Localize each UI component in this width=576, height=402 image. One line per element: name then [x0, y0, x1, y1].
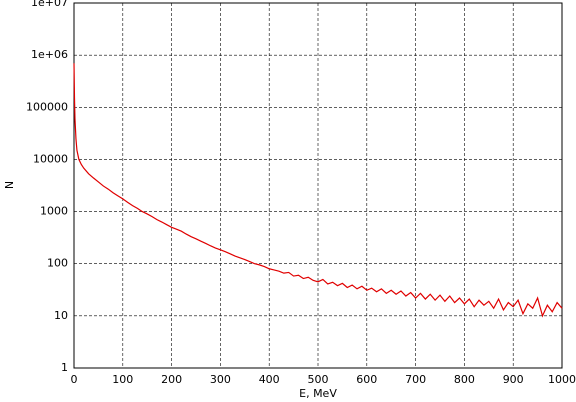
x-axis-label: E, MeV — [299, 387, 337, 400]
x-tick-label: 500 — [308, 373, 329, 386]
x-tick-label: 0 — [71, 373, 78, 386]
x-tick-label: 800 — [454, 373, 475, 386]
y-tick-label: 100 — [47, 257, 68, 270]
y-tick-label: 1e+07 — [31, 0, 68, 9]
x-tick-label: 900 — [503, 373, 524, 386]
y-tick-label: 10 — [54, 309, 68, 322]
y-tick-label: 1000 — [40, 205, 68, 218]
x-tick-label: 400 — [259, 373, 280, 386]
x-tick-label: 100 — [112, 373, 133, 386]
x-tick-label: 300 — [210, 373, 231, 386]
plot-frame — [73, 2, 563, 369]
y-tick-label: 10000 — [33, 152, 68, 165]
y-tick-label: 100000 — [26, 100, 68, 113]
x-tick-label: 600 — [356, 373, 377, 386]
y-tick-label: 1 — [61, 361, 68, 374]
y-tick-label: 1e+06 — [31, 48, 68, 61]
y-axis-label: N — [3, 181, 16, 189]
x-tick-label: 200 — [161, 373, 182, 386]
data-line — [73, 63, 563, 318]
x-tick-label: 1000 — [548, 373, 576, 386]
x-tick-label: 700 — [405, 373, 426, 386]
